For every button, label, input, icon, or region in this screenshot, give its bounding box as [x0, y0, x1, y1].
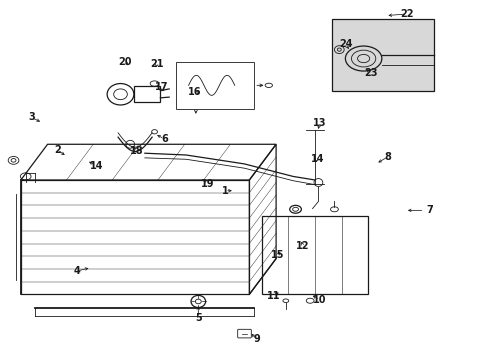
- Bar: [176, 62, 254, 109]
- Text: 5: 5: [195, 312, 201, 323]
- Text: 18: 18: [129, 147, 143, 157]
- Text: 16: 16: [188, 87, 201, 98]
- Text: 6: 6: [161, 134, 167, 144]
- Text: 2: 2: [54, 145, 61, 155]
- Text: 3: 3: [28, 112, 35, 122]
- Text: 17: 17: [155, 82, 168, 92]
- Text: 15: 15: [270, 250, 284, 260]
- Text: 10: 10: [312, 295, 326, 305]
- Bar: [331, 19, 433, 91]
- Text: 24: 24: [338, 39, 352, 49]
- Text: 11: 11: [266, 291, 280, 301]
- Bar: [21, 180, 249, 294]
- Text: 1: 1: [221, 186, 228, 196]
- Text: 20: 20: [119, 57, 132, 67]
- Text: 22: 22: [400, 9, 413, 19]
- Text: 8: 8: [384, 152, 390, 162]
- Text: 7: 7: [425, 205, 432, 215]
- Bar: [133, 86, 160, 102]
- Text: 13: 13: [312, 118, 326, 128]
- Text: 21: 21: [150, 59, 163, 69]
- Text: 19: 19: [201, 179, 214, 189]
- Text: 14: 14: [89, 161, 103, 171]
- Text: 12: 12: [296, 241, 309, 251]
- Text: 4: 4: [73, 266, 80, 276]
- Text: 23: 23: [364, 68, 377, 78]
- Text: 14: 14: [310, 154, 324, 163]
- Bar: [261, 216, 368, 294]
- Text: 9: 9: [253, 334, 260, 344]
